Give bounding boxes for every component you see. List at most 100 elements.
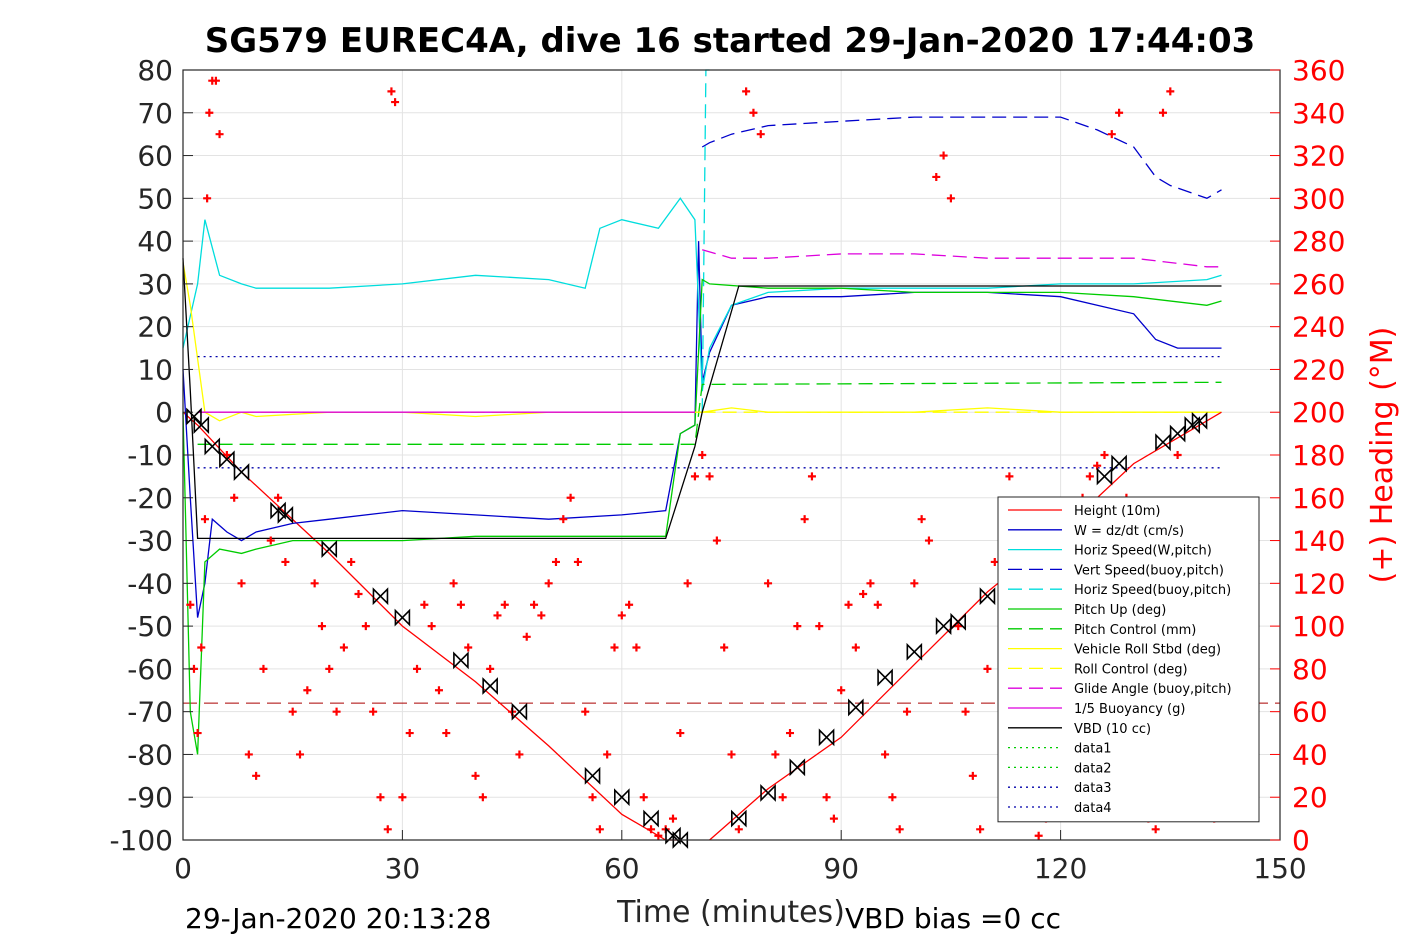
heading-point <box>197 643 206 652</box>
heading-point <box>361 622 370 631</box>
legend-entry: 1/5 Buoyancy (g) <box>1074 702 1185 717</box>
depth-marker <box>1111 454 1127 473</box>
legend-entry: Pitch Up (deg) <box>1074 603 1166 618</box>
heading-point <box>493 611 502 620</box>
y-left-tick-label: 10 <box>137 353 173 386</box>
heading-point <box>1005 472 1014 481</box>
x-tick-label: 60 <box>604 852 640 885</box>
heading-point <box>288 707 297 716</box>
legend-box <box>997 496 1260 823</box>
heading-point <box>383 825 392 834</box>
y-right-tick-label: 200 <box>1292 396 1345 429</box>
heading-point <box>603 750 612 759</box>
y-left-tick-label: -50 <box>127 610 173 643</box>
heading-point <box>910 579 919 588</box>
y-left-tick-label: 70 <box>137 97 173 130</box>
heading-point <box>1166 87 1175 96</box>
legend-entry: VBD (10 cc) <box>1074 722 1151 737</box>
heading-point <box>625 600 634 609</box>
y-left-tick-label: 0 <box>155 396 173 429</box>
y-axis-right: 3603403203002802602402202001801601401201… <box>1270 54 1345 857</box>
legend-entry: Horiz Speed(buoy,pitch) <box>1074 583 1231 598</box>
heading-point <box>639 793 648 802</box>
heading-point <box>1115 108 1124 117</box>
footer-vbd-bias: VBD bias =0 cc <box>845 902 1061 935</box>
series-line-2 <box>182 197 1222 391</box>
y-left-tick-label: -100 <box>109 824 173 857</box>
heading-point <box>486 664 495 673</box>
y-left-tick-label: -70 <box>127 696 173 729</box>
heading-point <box>932 172 941 181</box>
legend-entry: Height (10m) <box>1074 504 1160 519</box>
heading-point <box>387 87 396 96</box>
y-left-tick-label: -20 <box>127 482 173 515</box>
heading-point <box>924 536 933 545</box>
heading-point <box>530 600 539 609</box>
y-right-tick-label: 340 <box>1292 97 1345 130</box>
heading-point <box>222 451 231 459</box>
heading-point <box>193 729 202 738</box>
y-right-tick-label: 280 <box>1292 225 1345 258</box>
y-left-tick-label: -90 <box>127 781 173 814</box>
y-right-tick-label: 60 <box>1292 696 1328 729</box>
depth-marker <box>818 728 835 747</box>
heading-point <box>347 557 356 566</box>
heading-point <box>434 686 443 695</box>
y-left-tick-label: -60 <box>127 653 173 686</box>
heading-point <box>822 793 831 802</box>
heading-point <box>1158 108 1167 117</box>
depth-marker <box>848 698 864 717</box>
depth-marker <box>731 809 747 828</box>
heading-point <box>1085 472 1094 481</box>
y-right-tick-label: 20 <box>1292 781 1328 814</box>
y-right-tick-label: 240 <box>1292 311 1345 344</box>
heading-point <box>442 729 451 738</box>
series-line-3 <box>701 116 1222 200</box>
heading-point <box>573 557 582 566</box>
depth-marker <box>204 437 221 456</box>
heading-point <box>449 579 458 588</box>
heading-point <box>983 664 992 673</box>
heading-point <box>595 825 604 834</box>
heading-point <box>1151 825 1160 834</box>
heading-point <box>237 579 246 588</box>
heading-point <box>537 611 546 620</box>
heading-point <box>742 87 751 96</box>
heading-point <box>1034 831 1043 840</box>
heading-point <box>420 600 429 609</box>
y-left-tick-label: -40 <box>127 567 173 600</box>
legend-entry: data3 <box>1074 781 1112 796</box>
heading-point <box>654 831 663 840</box>
y-right-tick-label: 100 <box>1292 610 1345 643</box>
heading-point <box>551 557 560 566</box>
heading-point <box>413 664 422 673</box>
heading-point <box>961 707 970 716</box>
heading-point <box>793 622 802 631</box>
heading-point <box>727 750 736 759</box>
y-right-tick-label: 160 <box>1292 482 1345 515</box>
y-right-tick-label: 40 <box>1292 738 1328 771</box>
y-axis-right-label: (+) Heading (°M) <box>1365 327 1400 584</box>
heading-point <box>405 729 414 738</box>
y-left-tick-label: -30 <box>127 525 173 558</box>
heading-point <box>705 472 714 481</box>
legend-entry: data2 <box>1074 761 1112 776</box>
series-line-6 <box>197 381 1222 445</box>
heading-point <box>252 771 261 780</box>
heading-point <box>274 493 283 502</box>
depth-marker <box>760 784 776 802</box>
y-right-tick-label: 360 <box>1292 54 1345 87</box>
heading-point <box>566 493 575 502</box>
y-left-tick-label: -10 <box>127 439 173 472</box>
x-tick-label: 0 <box>174 852 192 885</box>
legend-entry: Roll Control (deg) <box>1074 662 1188 677</box>
heading-point <box>676 729 685 738</box>
depth-marker <box>950 612 967 631</box>
y-right-tick-label: 0 <box>1292 824 1310 857</box>
heading-point <box>683 579 692 588</box>
heading-point <box>391 98 400 107</box>
depth-marker <box>614 788 630 807</box>
legend-entry: Horiz Speed(W,pitch) <box>1074 544 1212 559</box>
heading-point <box>720 643 729 652</box>
heading-point <box>749 108 758 117</box>
